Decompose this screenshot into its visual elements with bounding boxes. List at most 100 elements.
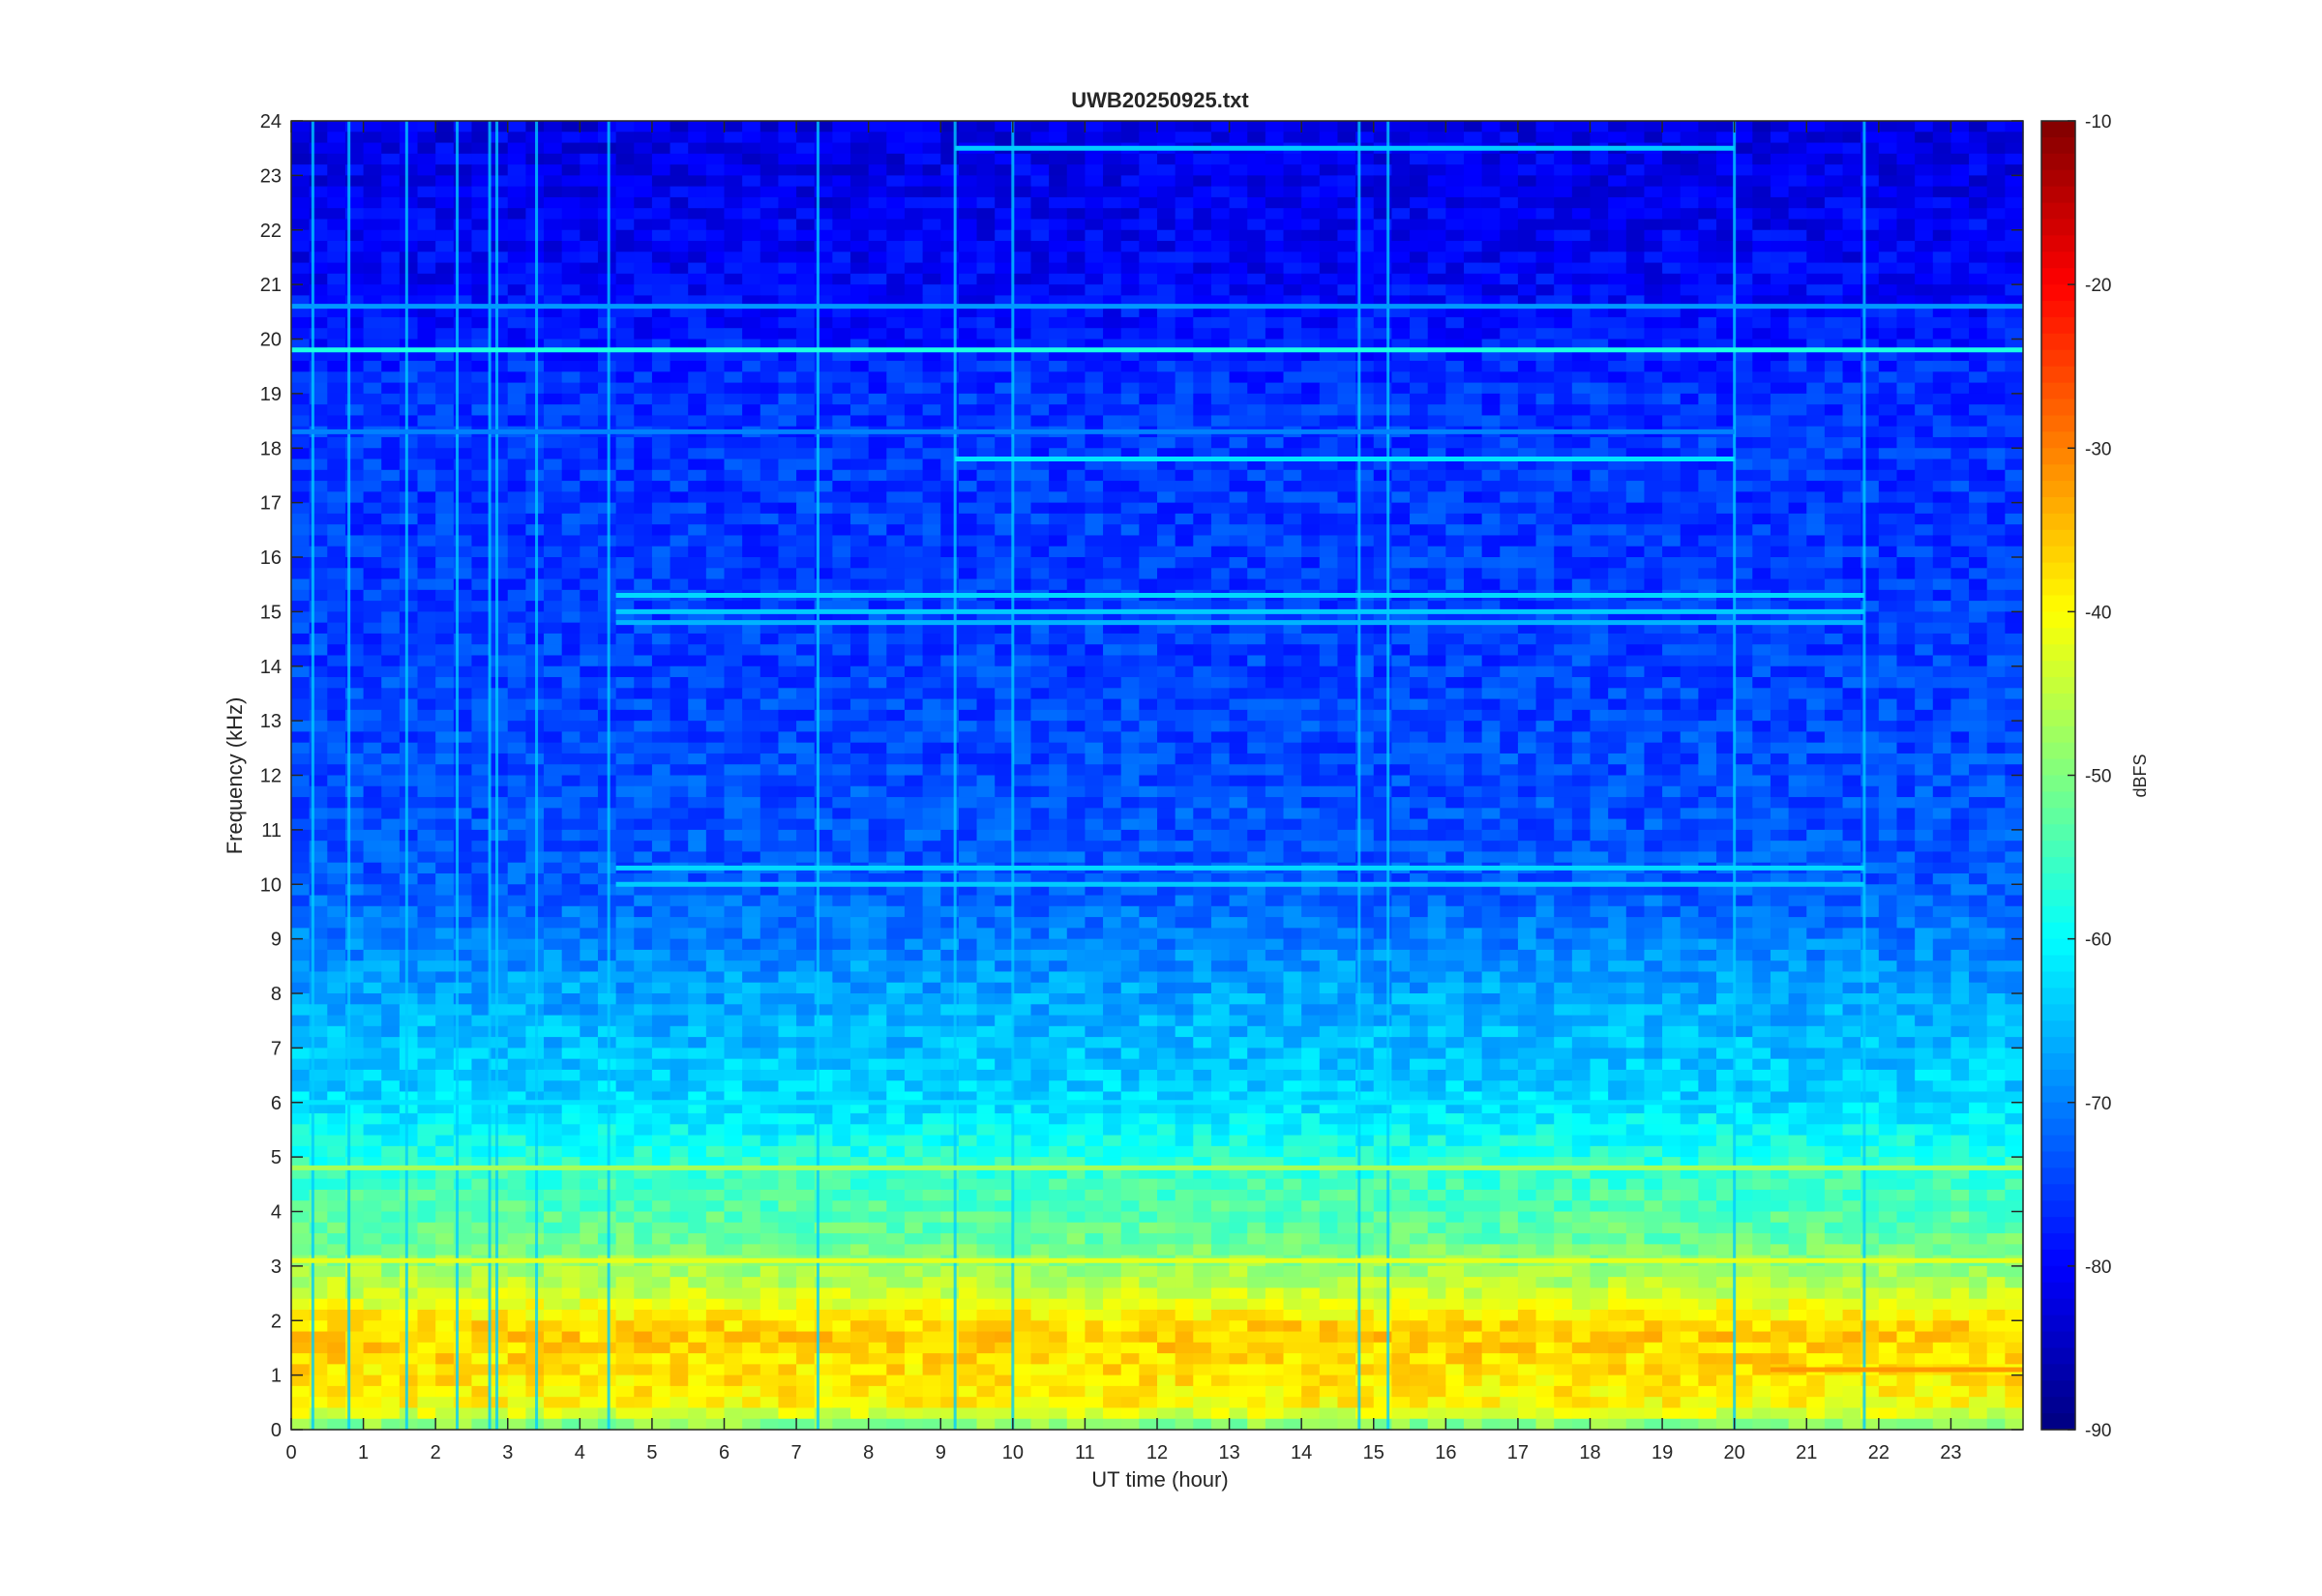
heatmap-cell [309,262,328,275]
heatmap-cell [1157,284,1176,297]
heatmap-cell [1463,546,1483,558]
heatmap-cell [1590,448,1609,460]
heatmap-cell [1770,568,1790,580]
heatmap-cell [778,578,797,591]
heatmap-cell [1301,502,1321,515]
heatmap-cell [1049,491,1068,504]
heatmap-cell [688,469,707,482]
heatmap-cell [1932,458,1952,471]
heatmap-cell [1915,589,1934,602]
heatmap-cell [2005,229,2024,242]
heatmap-cell [597,306,617,318]
heatmap-cell [705,557,726,569]
heatmap-cell [1571,284,1592,297]
heatmap-cell [1265,175,1285,188]
heatmap-cell [759,349,780,362]
heatmap-cell [1824,349,1844,362]
heatmap-cell [850,175,870,188]
heatmap-cell [1157,175,1176,188]
heatmap-cell [670,251,689,264]
heatmap-cell [1012,219,1032,231]
heatmap-cell [1932,589,1952,602]
heatmap-cell [778,196,797,209]
heatmap-cell [1247,382,1266,395]
heatmap-cell [1139,196,1158,209]
heatmap-cell [1427,502,1446,515]
heatmap-cell [1752,349,1771,362]
heatmap-cell [1139,546,1158,558]
heatmap-cell [1535,153,1555,165]
heatmap-cell [1012,448,1032,460]
heatmap-cell [1896,132,1916,144]
heatmap-cell [1265,644,1285,657]
heatmap-cell [1590,404,1609,417]
heatmap-cell [1716,164,1736,176]
heatmap-cell [724,371,743,384]
heatmap-cell [651,481,671,492]
heatmap-cell [1193,306,1212,318]
heatmap-cell [1969,306,1988,318]
heatmap-cell [435,611,455,624]
heatmap-cell [1481,121,1501,133]
heatmap-cell [2005,448,2024,460]
heatmap-cell [1986,241,2006,252]
heatmap-cell [1680,622,1699,635]
heatmap-cell [1410,644,1429,657]
heatmap-cell [1265,306,1285,318]
heatmap-cell [724,153,743,165]
heatmap-cell [417,655,436,667]
heatmap-cell [1066,306,1087,318]
heatmap-cell [561,328,580,340]
heatmap-cell [2005,644,2024,657]
heatmap-cell [670,546,689,558]
heatmap-cell [381,393,401,405]
heatmap-cell [868,241,887,252]
heatmap-cell [1481,601,1501,612]
heatmap-cell [1662,665,1682,678]
heatmap-cell [1481,153,1501,165]
heatmap-cell [453,284,473,297]
heatmap-cell [381,655,401,667]
heatmap-cell [850,306,870,318]
heatmap-cell [904,219,924,231]
heatmap-cell [615,568,635,580]
heatmap-cell [1012,241,1032,252]
heatmap-cell [832,361,851,372]
heatmap-cell [507,535,526,547]
heatmap-cell [759,601,780,612]
heatmap-cell [2005,458,2024,471]
heatmap-cell [1157,295,1176,308]
heatmap-cell [544,349,563,362]
heatmap-cell [1517,339,1537,351]
heatmap-cell [2005,502,2024,515]
heatmap-cell [778,677,797,689]
heatmap-cell [615,251,635,264]
heatmap-cell [1662,251,1682,264]
heatmap-cell [1410,121,1429,133]
heatmap-cell [1139,219,1158,231]
heatmap-cell [1535,229,1555,242]
heatmap-cell [1319,121,1339,133]
heatmap-cell [1500,491,1519,504]
heatmap-cell [1030,578,1050,591]
heatmap-cell [688,316,707,329]
heatmap-cell [688,339,707,351]
heatmap-cell [561,502,580,515]
heatmap-cell [1500,568,1519,580]
heatmap-cell [778,219,797,231]
heatmap-cell [1662,186,1682,198]
heatmap-cell [1410,578,1429,591]
heatmap-cell [490,339,509,351]
heatmap-cell [778,415,797,428]
heatmap-cell [2005,361,2024,372]
heatmap-cell [1842,458,1861,471]
heatmap-cell [1175,284,1194,297]
heatmap-cell [1824,524,1844,537]
heatmap-cell [435,557,455,569]
heatmap-cell [1049,393,1068,405]
heatmap-cell [490,196,509,209]
heatmap-cell [363,196,382,209]
heatmap-cell [1752,273,1771,285]
heatmap-cell [580,262,599,275]
heatmap-cell [670,578,689,591]
